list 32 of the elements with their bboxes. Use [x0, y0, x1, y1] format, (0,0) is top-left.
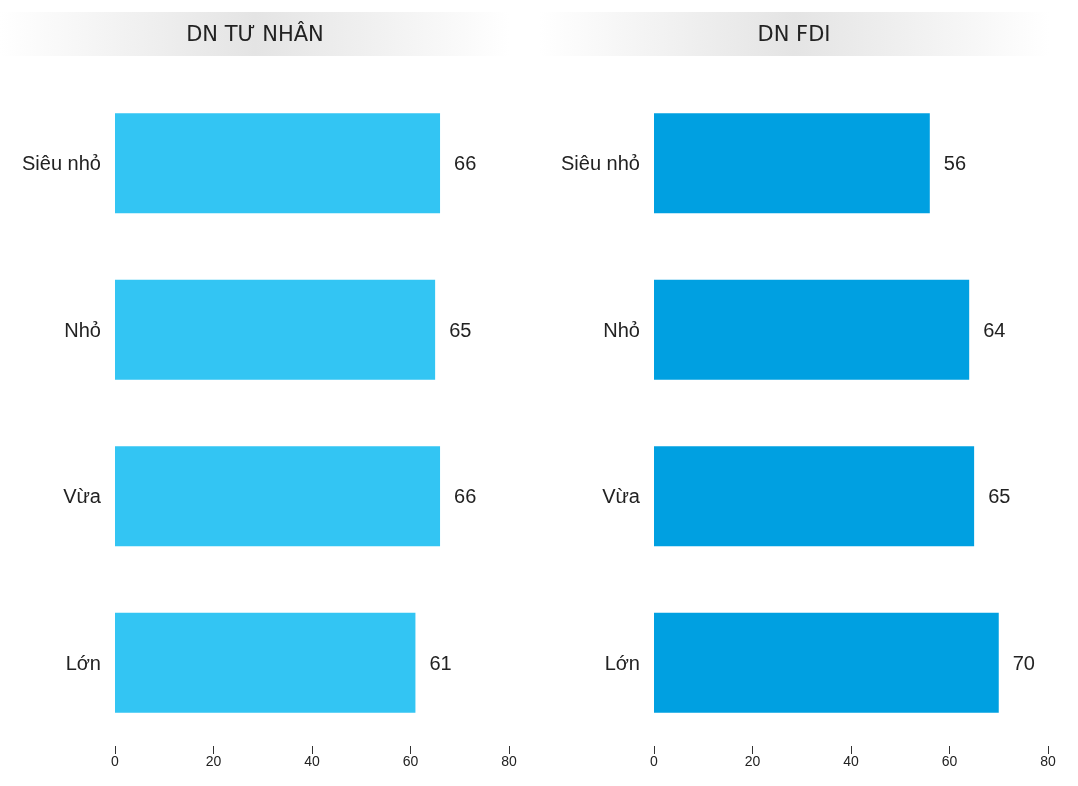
- chart-title: DN TƯ NHÂN: [0, 12, 510, 56]
- x-tick-label: 20: [744, 753, 761, 769]
- data-label: 56: [943, 152, 967, 175]
- y-tick-label: Siêu nhỏ: [22, 152, 101, 175]
- data-label: 66: [454, 152, 477, 175]
- x-tick-label: 80: [1040, 753, 1056, 769]
- chart-title: DN FDI: [539, 12, 1049, 56]
- data-label: 66: [454, 485, 477, 508]
- bar: [654, 113, 930, 214]
- x-tick-label: 80: [501, 753, 517, 769]
- x-tick-label: 40: [304, 753, 320, 769]
- x-tick-label: 0: [111, 753, 120, 769]
- bar: [654, 279, 970, 380]
- bar: [654, 612, 999, 713]
- y-tick-label: Nhỏ: [64, 318, 101, 341]
- x-tick-label: 40: [843, 753, 859, 769]
- bar: [654, 446, 975, 547]
- y-tick-label: Nhỏ: [603, 318, 640, 341]
- data-label: 65: [449, 318, 472, 341]
- data-label: 65: [988, 485, 1011, 508]
- x-tick-label: 60: [402, 753, 419, 769]
- data-label: 61: [429, 651, 452, 674]
- x-tick-label: 0: [650, 753, 659, 769]
- x-tick-label: 20: [205, 753, 222, 769]
- y-tick-label: Siêu nhỏ: [561, 152, 640, 175]
- y-tick-label: Vừa: [63, 485, 102, 508]
- data-label: 70: [1012, 651, 1035, 674]
- y-tick-label: Lớn: [65, 651, 101, 674]
- data-label: 64: [983, 318, 1006, 341]
- y-tick-label: Vừa: [602, 485, 641, 508]
- x-tick-label: 60: [941, 753, 958, 769]
- y-tick-label: Lớn: [604, 651, 640, 674]
